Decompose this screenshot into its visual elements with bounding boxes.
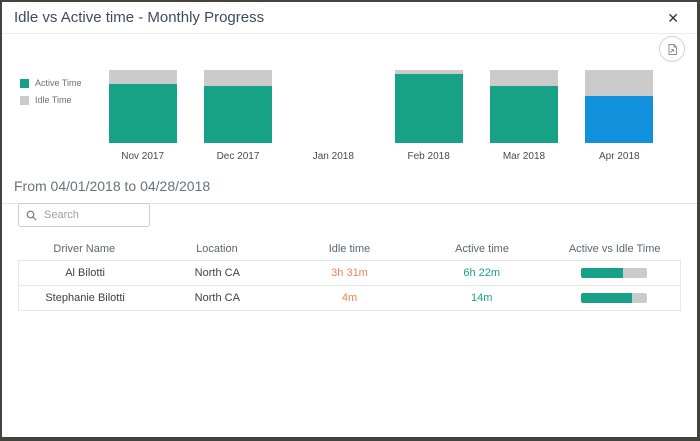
active-time-segment	[108, 83, 177, 143]
active-time-cell: 14m	[471, 292, 493, 304]
month-label: Apr 2018	[599, 151, 640, 162]
location-cell: North CA	[194, 267, 240, 279]
bar-column-dec-2017[interactable]: Dec 2017	[190, 70, 285, 162]
legend-label: Idle Time	[35, 95, 72, 105]
column-header-location: Location	[196, 243, 238, 255]
idle-time-cell: 3h 31m	[331, 267, 368, 279]
active-time-segment	[489, 86, 558, 143]
table-row[interactable]: Stephanie Bilotti North CA 4m 14m	[18, 285, 681, 311]
month-label: Mar 2018	[502, 151, 546, 162]
active-vs-idle-bar	[580, 293, 647, 303]
active-fill	[580, 268, 624, 278]
active-time-cell: 6h 22m	[463, 267, 501, 279]
month-label: Jan 2018	[312, 151, 354, 162]
period-heading: From 04/01/2018 to 04/28/2018	[2, 174, 697, 204]
active-time-swatch	[20, 78, 29, 88]
idle-time-segment	[394, 70, 463, 74]
legend-label: Active Time	[35, 78, 82, 88]
bar-stack	[585, 70, 654, 143]
active-time-segment	[203, 86, 272, 143]
export-report-button[interactable]	[659, 36, 685, 62]
month-label: Dec 2017	[216, 151, 260, 162]
idle-time-segment	[108, 70, 177, 84]
table-row[interactable]: Al Bilotti North CA 3h 31m 6h 22m	[18, 260, 681, 286]
active-time-segment	[585, 96, 654, 143]
bar-stack	[203, 70, 272, 143]
driver-name-cell: Stephanie Bilotti	[45, 292, 125, 304]
close-icon[interactable]: ✕	[661, 9, 685, 27]
active-time-segment	[394, 73, 463, 143]
bar-chart: Nov 2017 Dec 2017 Jan 2018 Feb 2018 Mar 2018…	[95, 70, 667, 162]
bar-stack	[394, 70, 463, 143]
bar-column-feb-2018[interactable]: Feb 2018	[381, 70, 476, 162]
active-vs-idle-bar	[580, 268, 647, 278]
bar-column-apr-2018[interactable]: Apr 2018	[572, 70, 667, 162]
bar-stack	[299, 70, 367, 143]
legend-item-active-time[interactable]: Active Time	[20, 78, 82, 88]
search-icon	[26, 210, 37, 221]
column-header-idle-time: Idle time	[328, 243, 371, 255]
active-fill	[580, 293, 633, 303]
table-body: Al Bilotti North CA 3h 31m 6h 22m Stephanie …	[18, 260, 681, 311]
page-title: Idle vs Active time - Monthly Progress	[14, 9, 265, 26]
search-box	[18, 203, 150, 227]
idle-time-segment	[585, 70, 654, 97]
month-label: Nov 2017	[121, 151, 165, 162]
chart-legend: Active Time Idle Time	[20, 78, 82, 112]
export-icon	[666, 43, 679, 56]
driver-name-cell: Al Bilotti	[65, 267, 105, 279]
column-header-driver-name: Driver Name	[53, 243, 116, 255]
bar-stack	[489, 70, 558, 143]
idle-time-swatch	[20, 95, 29, 105]
active-vs-idle-cell	[548, 268, 680, 278]
table-header-row: Driver Name Location Idle time Active time A…	[18, 238, 681, 260]
column-header-active-time: Active time	[455, 243, 509, 255]
legend-item-idle-time[interactable]: Idle Time	[20, 95, 82, 105]
drivers-table: Driver Name Location Idle time Active time A…	[18, 238, 681, 311]
bar-column-nov-2017[interactable]: Nov 2017	[95, 70, 190, 162]
search-input[interactable]	[42, 208, 142, 222]
bar-stack	[108, 70, 177, 143]
column-header-active-vs-idle-time: Active vs Idle Time	[568, 243, 661, 255]
month-label: Feb 2018	[407, 151, 450, 162]
bar-column-mar-2018[interactable]: Mar 2018	[476, 70, 571, 162]
bar-column-jan-2018[interactable]: Jan 2018	[286, 70, 381, 162]
idle-time-cell: 4m	[341, 292, 358, 304]
idle-time-segment	[489, 70, 558, 87]
location-cell: North CA	[194, 292, 240, 304]
active-vs-idle-cell	[548, 293, 680, 303]
idle-time-segment	[203, 70, 272, 87]
dialog-titlebar: Idle vs Active time - Monthly Progress ✕	[2, 2, 697, 34]
